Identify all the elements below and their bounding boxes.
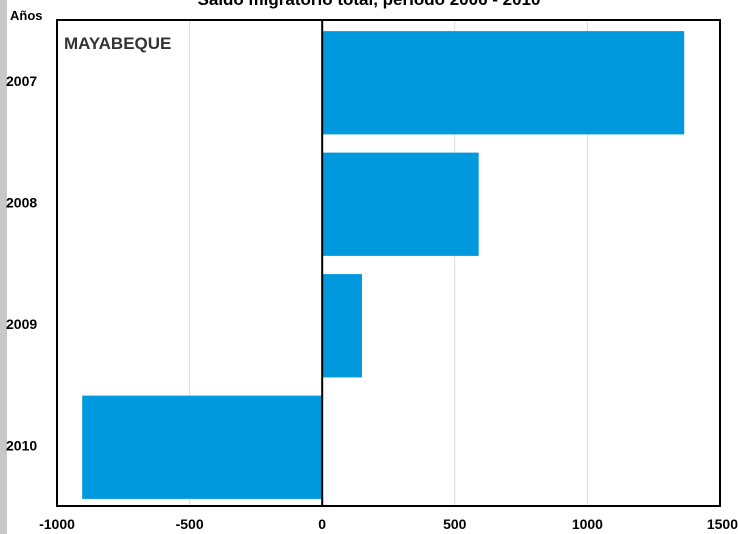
plot-frame [56,19,721,507]
y-tick-label: 2008 [6,194,37,210]
bar-2007 [322,31,685,135]
region-label: MAYABEQUE [64,34,171,53]
x-tick-label: 1000 [572,516,603,532]
y-tick-label: 2007 [6,73,37,89]
y-tick-label: 2009 [6,316,37,332]
bar-2008 [322,152,479,256]
chart-title: Saldo migratorio total, período 2006 - 2… [0,0,738,10]
x-tick-label: 0 [318,516,326,532]
bar-2010 [82,395,323,499]
y-tick-labels: 2007 2008 2009 2010 [6,73,37,454]
x-tick-label: 1500 [707,516,738,532]
bar-2009 [322,274,362,378]
x-tick-label: 500 [443,516,467,532]
bars [82,31,685,499]
left-edge-strip [0,0,7,534]
y-tick-label: 2010 [6,437,37,453]
x-tick-labels: -1000 -500 0 500 1000 1500 [39,516,738,532]
x-tick-label: -500 [176,516,204,532]
y-axis-title: Años [10,8,43,23]
x-tick-label: -1000 [39,516,75,532]
